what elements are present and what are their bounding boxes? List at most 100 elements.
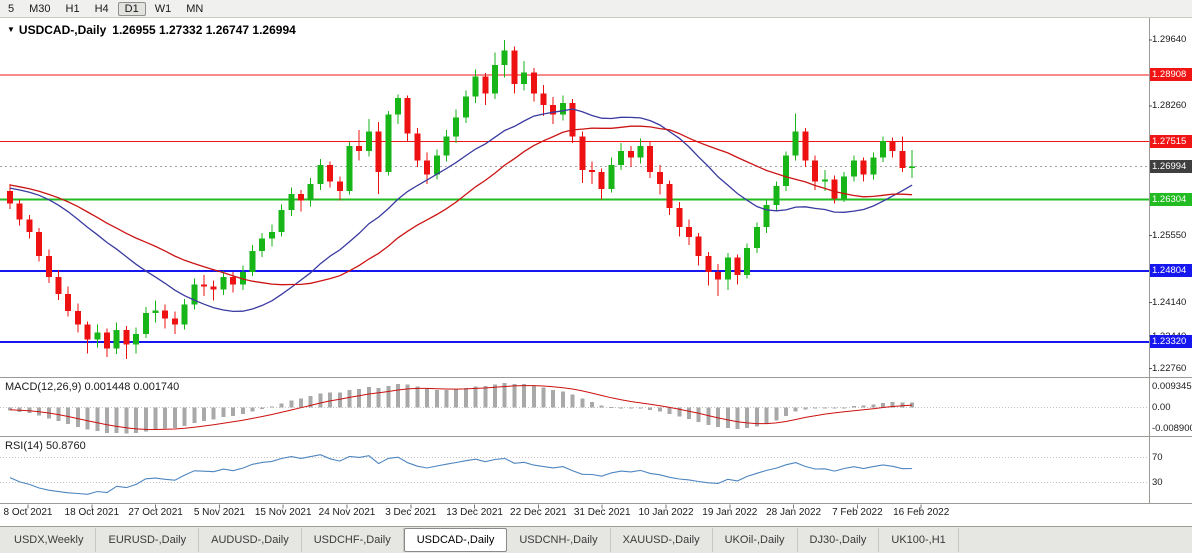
- macd-histogram-bar: [8, 407, 12, 411]
- candle: [763, 199, 770, 233]
- candle: [831, 175, 838, 204]
- macd-histogram-bar: [560, 391, 565, 408]
- macd-histogram-bar: [580, 398, 585, 408]
- price-level-badge: 1.28908: [1150, 68, 1192, 82]
- macd-histogram-bar: [463, 388, 468, 408]
- macd-histogram-bar: [366, 387, 371, 408]
- macd-histogram-bar: [900, 402, 905, 408]
- timeframe-button-5[interactable]: 5: [8, 2, 15, 15]
- tab-usdchf-daily[interactable]: USDCHF-,Daily: [302, 528, 404, 552]
- macd-histogram-bar: [861, 405, 866, 408]
- tab-usdx-weekly[interactable]: USDX,Weekly: [2, 528, 97, 552]
- time-axis-label: 27 Oct 2021: [128, 507, 183, 518]
- macd-histogram-bar: [667, 407, 672, 414]
- candle: [618, 143, 625, 170]
- tab-xauusd-daily[interactable]: XAUUSD-,Daily: [611, 528, 713, 552]
- rsi-line: [9, 454, 913, 495]
- macd-histogram-bar: [289, 400, 294, 408]
- candle: [55, 270, 62, 300]
- candle: [889, 137, 896, 158]
- tab-audusd-daily[interactable]: AUDUSD-,Daily: [199, 528, 302, 552]
- macd-histogram-bar: [405, 384, 410, 408]
- time-axis-label: 31 Dec 2021: [573, 507, 631, 518]
- macd-histogram-bar: [221, 407, 226, 418]
- macd-histogram-bar: [269, 406, 274, 408]
- candle: [259, 232, 266, 257]
- macd-histogram-bar: [337, 392, 342, 408]
- candle: [317, 158, 324, 190]
- candle: [550, 96, 557, 124]
- candle: [365, 119, 372, 157]
- macd-histogram-bar: [706, 407, 711, 425]
- candle: [220, 271, 227, 295]
- timeframe-button-MN[interactable]: MN: [186, 2, 204, 15]
- candle: [404, 95, 411, 142]
- macd-histogram-bar: [793, 407, 798, 412]
- macd-histogram-bar: [502, 383, 507, 408]
- macd-axis-max: 0.009345: [1152, 381, 1192, 392]
- time-axis[interactable]: [27, 504, 922, 509]
- macd-histogram-bar: [85, 407, 90, 430]
- macd-histogram-bar: [318, 393, 323, 408]
- candle: [36, 228, 43, 262]
- candle: [792, 113, 799, 161]
- macd-histogram-bar: [357, 388, 362, 408]
- time-axis-label: 5 Nov 2021: [193, 507, 245, 518]
- candle: [744, 243, 751, 279]
- macd-histogram-bar: [842, 407, 847, 409]
- timeframe-button-H4[interactable]: H4: [94, 2, 109, 15]
- candle: [579, 131, 586, 183]
- candle: [870, 152, 877, 180]
- candle: [443, 130, 450, 162]
- macd-histogram-bar: [774, 407, 779, 421]
- macd-histogram-bar: [696, 407, 701, 422]
- candle: [356, 130, 363, 161]
- candle: [414, 127, 421, 167]
- macd-histogram-bar: [881, 403, 885, 408]
- time-axis-label: 19 Jan 2022: [702, 507, 758, 518]
- price-level-badge: 1.24804: [1150, 264, 1192, 278]
- candle: [715, 264, 722, 296]
- candle: [627, 146, 634, 167]
- candle: [191, 278, 198, 310]
- timeframe-button-W1[interactable]: W1: [154, 2, 172, 15]
- tab-ukoil-daily[interactable]: UKOil-,Daily: [713, 528, 798, 552]
- tab-eurusd-daily[interactable]: EURUSD-,Daily: [96, 528, 200, 552]
- macd-histogram-bar: [376, 388, 381, 408]
- candle: [307, 178, 314, 207]
- macd-histogram-bar: [347, 390, 352, 408]
- chart-tabs: USDX,Weekly EURUSD-,Daily AUDUSD-,Daily USD…: [0, 526, 1192, 553]
- candle: [462, 90, 469, 124]
- macd-histogram-bar: [153, 407, 158, 430]
- timeframe-button-D1[interactable]: D1: [117, 1, 146, 16]
- chart-dropdown-icon[interactable]: ▼: [7, 25, 15, 34]
- tab-usdcad-daily[interactable]: USDCAD-,Daily: [403, 528, 508, 552]
- candle: [288, 187, 295, 217]
- candle: [482, 72, 489, 105]
- macd-histogram-bar: [444, 390, 449, 408]
- macd-histogram-bar: [328, 392, 333, 408]
- macd-histogram-bar: [599, 405, 604, 408]
- candle: [589, 161, 595, 185]
- time-axis-label: 7 Feb 2022: [832, 507, 883, 518]
- time-axis-label: 28 Jan 2022: [766, 507, 822, 518]
- macd-histogram-bar: [822, 407, 827, 409]
- candle: [26, 214, 33, 239]
- horizontal-level-lines[interactable]: [0, 74, 1149, 343]
- candle: [142, 306, 149, 338]
- timeframe-button-H1[interactable]: H1: [65, 2, 80, 15]
- tab-usdcnh-daily[interactable]: USDCNH-,Daily: [507, 528, 611, 552]
- macd-histogram-bar: [677, 407, 682, 417]
- candle: [511, 46, 518, 94]
- tab-dj30-daily[interactable]: DJ30-,Daily: [798, 528, 880, 552]
- price-axis-label: 1.28260: [1152, 100, 1187, 112]
- tab-uk100-h1[interactable]: UK100-,H1: [879, 528, 959, 552]
- macd-histogram-bar: [105, 407, 109, 433]
- candle: [453, 109, 460, 144]
- timeframe-button-M30[interactable]: M30: [29, 2, 51, 15]
- candle: [171, 311, 178, 335]
- macd-histogram-bar: [308, 396, 313, 408]
- price-axis-label: 1.24140: [1152, 297, 1187, 309]
- price-axis-label: 1.25550: [1152, 229, 1187, 241]
